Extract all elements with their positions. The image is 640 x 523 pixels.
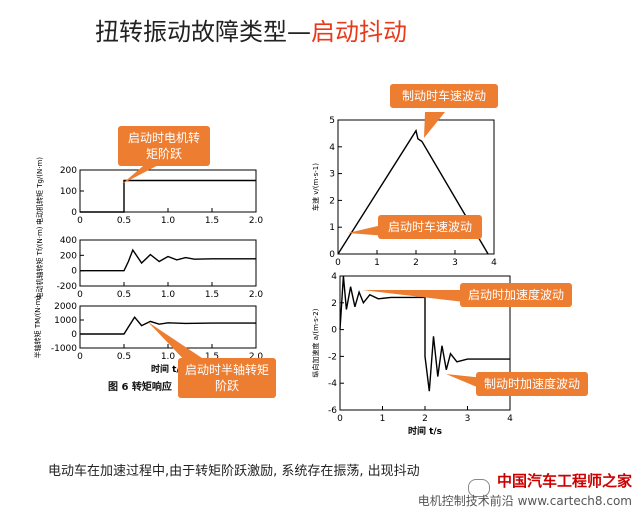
callout-speed-wave-top: 制动时车速波动 — [390, 84, 498, 108]
series-line — [337, 128, 489, 255]
y-tick-label: 2 — [329, 196, 335, 206]
y-tick-label: -200 — [57, 282, 78, 292]
y-tick-label: 1 — [329, 223, 335, 233]
callout-halfshaft-torque: 启动时半轴转矩阶跃 — [178, 358, 276, 398]
x-tick-label: 0 — [337, 414, 343, 424]
x-tick-label: 2 — [413, 258, 419, 268]
x-tick-label: 3 — [465, 414, 471, 424]
y-tick-label: -6 — [328, 406, 337, 416]
y-tick-label: 3 — [329, 170, 335, 180]
title-main: 扭转振动故障类型— — [95, 18, 311, 46]
callout-pointer-halfshaft-torque — [148, 322, 205, 366]
y-tick-label: 200 — [60, 166, 77, 176]
x-tick-label: 4 — [507, 414, 513, 424]
watermark-brand: 中国汽车工程师之家 — [496, 472, 632, 490]
y-tick-label: 0 — [71, 330, 77, 340]
y-tick-label: -2 — [328, 352, 337, 362]
y-tick-label: 400 — [60, 236, 77, 246]
series-line — [80, 179, 256, 213]
plot-frame — [79, 239, 257, 287]
y-tick-label: -1000 — [51, 344, 77, 354]
y-axis-label: 纵向加速度 a/(m·s-2) — [311, 308, 320, 377]
x-tick-label: 3 — [452, 258, 458, 268]
callout-pointer-speed-wave-top — [424, 112, 445, 138]
y-tick-label: 0 — [71, 208, 77, 218]
y-axis-label: 电动机轴转矩 Tf/(N·m) — [35, 226, 44, 299]
y-tick-label: 1000 — [54, 316, 77, 326]
slide-title: 扭转振动故障类型—启动抖动 — [95, 12, 407, 47]
x-tick-label: 1.0 — [161, 352, 176, 362]
y-tick-label: 0 — [329, 250, 335, 260]
x-tick-label: 1.5 — [205, 216, 219, 226]
callout-accel-wave-brake: 制动时加速度波动 — [476, 372, 588, 396]
x-tick-label: 1.0 — [161, 216, 176, 226]
slide-caption: 电动车在加速过程中,由于转矩阶跃激励, 系统存在振荡, 出现抖动 — [48, 464, 420, 479]
y-tick-label: 4 — [331, 272, 337, 282]
callout-motor-torque: 启动时电机转矩阶跃 — [118, 126, 210, 166]
x-tick-label: 4 — [491, 258, 497, 268]
y-tick-label: 2000 — [54, 302, 77, 312]
callout-speed-wave-mid: 启动时车速波动 — [378, 215, 482, 239]
x-tick-label: 2.0 — [249, 352, 264, 362]
x-tick-label: 2 — [422, 414, 428, 424]
x-tick-label: 1 — [374, 258, 380, 268]
x-axis-label: 时间 t/s — [151, 363, 185, 375]
x-tick-label: 0.5 — [117, 216, 131, 226]
y-tick-label: -4 — [328, 379, 337, 389]
x-tick-label: 0.5 — [117, 290, 131, 300]
x-tick-label: 0 — [77, 352, 83, 362]
callout-pointer-accel-wave-start — [362, 290, 464, 302]
series-line — [80, 316, 256, 335]
x-tick-label: 1 — [380, 414, 386, 424]
x-tick-label: 0 — [335, 258, 341, 268]
x-tick-label: 1.0 — [161, 290, 176, 300]
y-axis-label: 电动机转矩 Tg/(N·m) — [35, 157, 44, 225]
series-line — [339, 275, 510, 392]
callout-pointer-motor-torque — [122, 160, 168, 184]
series-line — [80, 248, 256, 272]
callout-pointer-accel-wave-brake — [446, 374, 484, 390]
y-tick-label: 2 — [331, 299, 337, 309]
wechat-icon — [468, 479, 490, 497]
x-tick-label: 0.5 — [117, 352, 131, 362]
plot-frame — [79, 169, 257, 213]
y-tick-label: 4 — [329, 143, 335, 153]
x-tick-label: 2.0 — [249, 290, 264, 300]
title-highlight: 启动抖动 — [311, 18, 407, 46]
watermark-url: 电机控制技术前沿 www.cartech8.com — [417, 494, 632, 508]
x-tick-label: 0 — [77, 290, 83, 300]
x-tick-label: 1.5 — [205, 290, 219, 300]
y-tick-label: 200 — [60, 251, 77, 261]
y-axis-label: 半轴转矩 TM/(N·m) — [33, 295, 42, 358]
y-tick-label: 0 — [71, 267, 77, 277]
x-tick-label: 2.0 — [249, 216, 264, 226]
x-axis-label: 时间 t/s — [408, 425, 442, 437]
x-tick-label: 1.5 — [205, 352, 219, 362]
x-tick-label: 0 — [77, 216, 83, 226]
y-tick-label: 5 — [329, 116, 335, 126]
y-tick-label: 100 — [60, 187, 77, 197]
callout-accel-wave-start: 启动时加速度波动 — [460, 283, 572, 307]
figure-label: 图 6 转矩响应 — [108, 382, 172, 393]
y-tick-label: 0 — [331, 326, 337, 336]
y-axis-label: 车速 v/(m·s-1) — [311, 163, 320, 211]
callout-pointer-speed-wave-mid — [348, 224, 386, 236]
